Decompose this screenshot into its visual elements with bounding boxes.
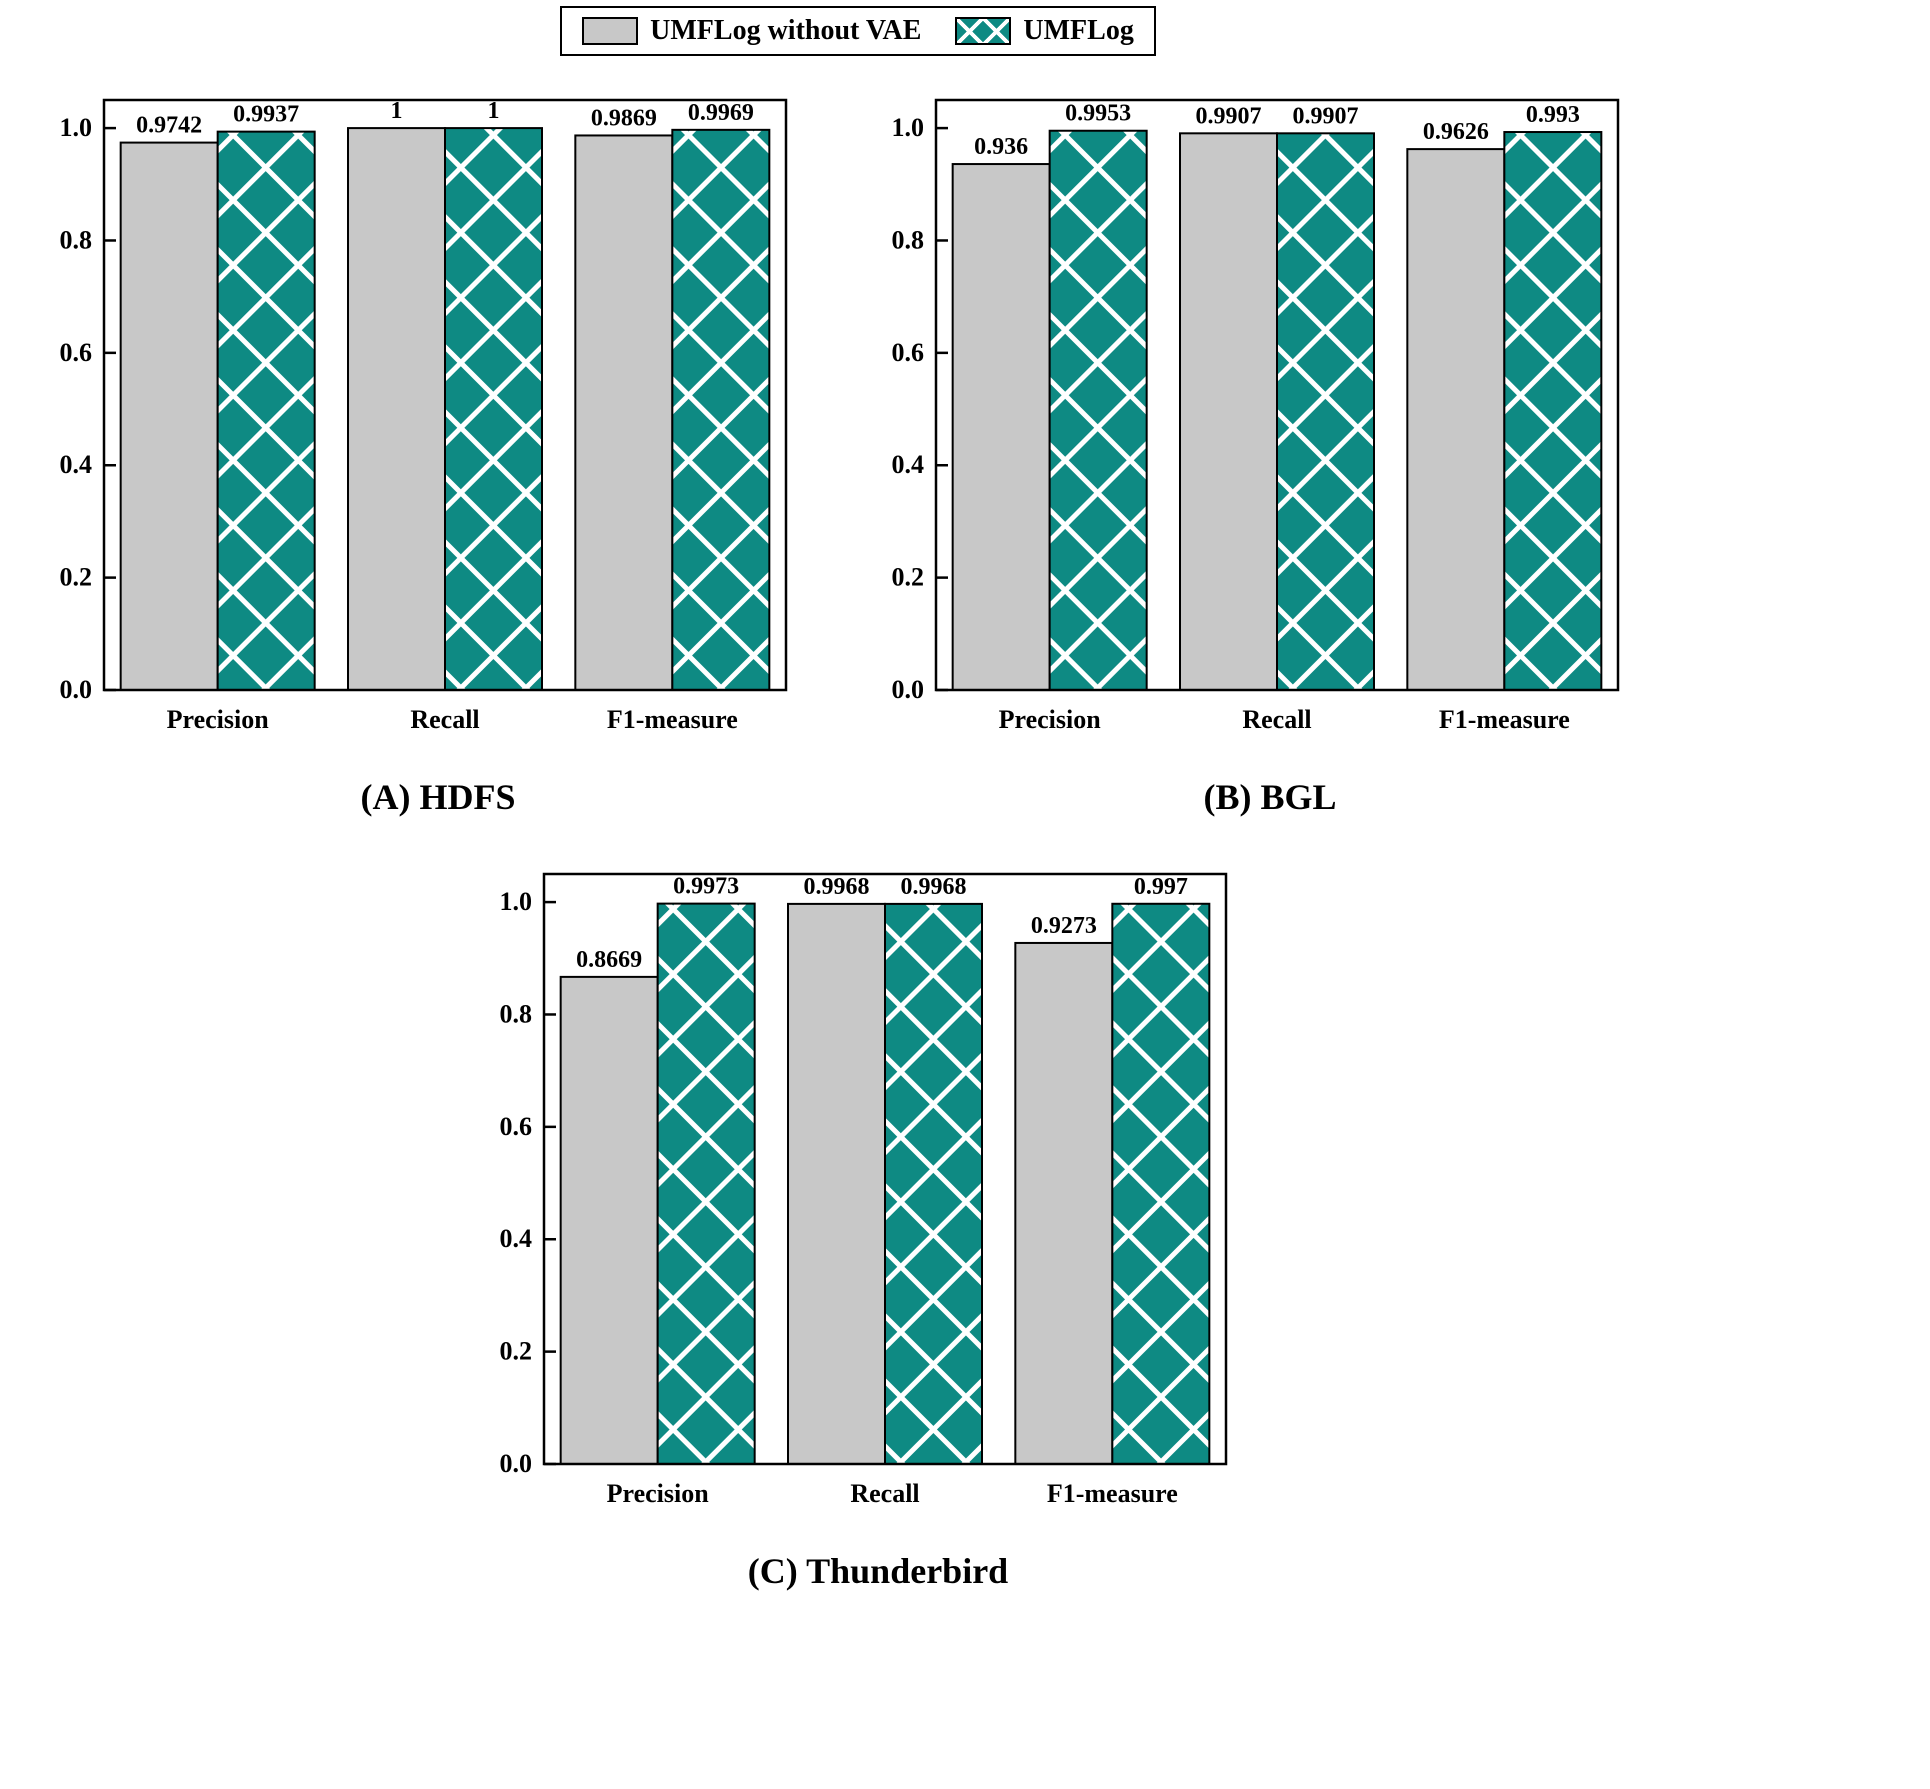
chart-bgl: 0.0 0.2 0.4 0.6 0.8 1.0 0.936 0.9953 Precision 0.… xyxy=(870,70,1630,818)
bar-precision-umflog xyxy=(656,902,756,1466)
chart-bgl-caption: (B) BGL xyxy=(1203,777,1337,817)
bar-value-label: 1 xyxy=(391,98,403,124)
bar-value-label: 1 xyxy=(488,98,500,124)
y-tick-label: 0.8 xyxy=(500,999,533,1028)
bar-value-label: 0.9907 xyxy=(1293,103,1359,129)
category-label-precision: Precision xyxy=(167,705,270,734)
y-tick-label: 0.8 xyxy=(60,225,93,254)
y-tick-label: 0.8 xyxy=(892,225,925,254)
bar-value-label: 0.8669 xyxy=(576,947,642,973)
category-label-precision: Precision xyxy=(999,705,1102,734)
bar-recall-without-vae xyxy=(1179,132,1278,692)
bar-recall-umflog xyxy=(444,127,543,692)
y-tick-label: 0.4 xyxy=(892,450,925,479)
chart-hdfs: 0.0 0.2 0.4 0.6 0.8 1.0 0.9742 0.9937 Precision 1… xyxy=(38,70,798,818)
y-tick-label: 0.2 xyxy=(500,1337,533,1366)
y-tick-label: 0.0 xyxy=(892,675,925,704)
bar-value-label: 0.936 xyxy=(974,134,1028,160)
bar-f1-measure-without-vae xyxy=(1014,941,1114,1465)
bar-value-label: 0.997 xyxy=(1134,874,1188,900)
legend-item-umflog-without-vae: UMFLog without VAE xyxy=(582,15,921,47)
chart-thunderbird: 0.0 0.2 0.4 0.6 0.8 1.0 0.8669 0.9973 Precision 0… xyxy=(478,844,1238,1592)
figure: UMFLog without VAE UMFLog 0.0 0.2 0.4 0.6 0.… xyxy=(38,0,1678,1592)
y-tick-label: 0.0 xyxy=(500,1449,533,1478)
plot-frame xyxy=(934,98,1620,692)
bar-precision-umflog xyxy=(1048,129,1148,691)
bar-f1-measure-umflog xyxy=(1111,902,1211,1466)
bar-recall-umflog xyxy=(884,902,983,1466)
bar-value-label: 0.9953 xyxy=(1065,101,1131,127)
bar-value-label: 0.9968 xyxy=(901,874,967,900)
legend-swatch-gray xyxy=(582,17,639,45)
bar-f1-measure-without-vae xyxy=(1406,148,1506,691)
bar-value-label: 0.9742 xyxy=(136,113,202,139)
bar-precision-umflog xyxy=(216,130,316,691)
legend: UMFLog without VAE UMFLog xyxy=(560,6,1156,56)
y-tick-label: 0.6 xyxy=(892,338,925,367)
bar-precision-without-vae xyxy=(119,141,219,691)
bar-precision-without-vae xyxy=(559,975,659,1465)
bar-value-label: 0.9937 xyxy=(233,102,299,128)
chart-thunderbird-plot: 0.0 0.2 0.4 0.6 0.8 1.0 0.8669 0.9973 Precision 0… xyxy=(500,872,1228,1508)
bar-value-label: 0.9968 xyxy=(804,874,870,900)
plot-frame xyxy=(102,98,788,692)
bar-recall-without-vae xyxy=(347,127,446,692)
category-label-recall: Recall xyxy=(410,705,479,734)
legend-item-umflog: UMFLog xyxy=(955,15,1134,47)
y-tick-label: 0.4 xyxy=(500,1224,533,1253)
bar-value-label: 0.9869 xyxy=(591,105,657,131)
bar-f1-measure-umflog xyxy=(1503,131,1603,692)
category-label-recall: Recall xyxy=(850,1479,919,1508)
legend-row: UMFLog without VAE UMFLog xyxy=(38,6,1678,56)
bar-value-label: 0.9273 xyxy=(1031,913,1097,939)
y-tick-label: 1.0 xyxy=(892,113,925,142)
bar-value-label: 0.9973 xyxy=(673,874,739,900)
category-label-f1-measure: F1-measure xyxy=(1047,1479,1178,1508)
bottom-charts-row: 0.0 0.2 0.4 0.6 0.8 1.0 0.8669 0.9973 Precision 0… xyxy=(38,844,1678,1592)
y-tick-label: 0.2 xyxy=(60,563,93,592)
y-tick-label: 0.6 xyxy=(60,338,93,367)
chart-hdfs-plot: 0.0 0.2 0.4 0.6 0.8 1.0 0.9742 0.9937 Precision 1… xyxy=(60,98,788,734)
y-tick-label: 1.0 xyxy=(60,113,93,142)
chart-hdfs-caption: (A) HDFS xyxy=(360,777,516,817)
y-tick-label: 1.0 xyxy=(500,887,533,916)
legend-swatch-teal-crosshatch xyxy=(955,17,1012,45)
y-tick-label: 0.4 xyxy=(60,450,93,479)
category-label-recall: Recall xyxy=(1242,705,1311,734)
bar-precision-without-vae xyxy=(951,163,1051,692)
legend-label-umflog: UMFLog xyxy=(1023,15,1134,46)
plot-frame xyxy=(542,872,1228,1466)
bar-value-label: 0.9626 xyxy=(1423,119,1489,145)
bar-value-label: 0.9907 xyxy=(1196,103,1262,129)
y-tick-label: 0.2 xyxy=(892,563,925,592)
bar-value-label: 0.9969 xyxy=(688,100,754,126)
category-label-f1-measure: F1-measure xyxy=(1439,705,1570,734)
bar-f1-measure-umflog xyxy=(671,128,771,691)
bar-value-label: 0.993 xyxy=(1526,102,1580,128)
top-charts-row: 0.0 0.2 0.4 0.6 0.8 1.0 0.9742 0.9937 Precision 1… xyxy=(38,70,1678,818)
legend-label-umflog-without-vae: UMFLog without VAE xyxy=(650,15,922,46)
y-tick-label: 0.0 xyxy=(60,675,93,704)
category-label-f1-measure: F1-measure xyxy=(607,705,738,734)
bar-f1-measure-without-vae xyxy=(574,134,674,692)
chart-thunderbird-caption: (C) Thunderbird xyxy=(747,1551,1009,1591)
category-label-precision: Precision xyxy=(607,1479,710,1508)
bar-recall-umflog xyxy=(1276,132,1375,692)
y-tick-label: 0.6 xyxy=(500,1112,533,1141)
chart-bgl-plot: 0.0 0.2 0.4 0.6 0.8 1.0 0.936 0.9953 Precision 0.… xyxy=(892,98,1620,734)
bar-recall-without-vae xyxy=(787,902,886,1466)
